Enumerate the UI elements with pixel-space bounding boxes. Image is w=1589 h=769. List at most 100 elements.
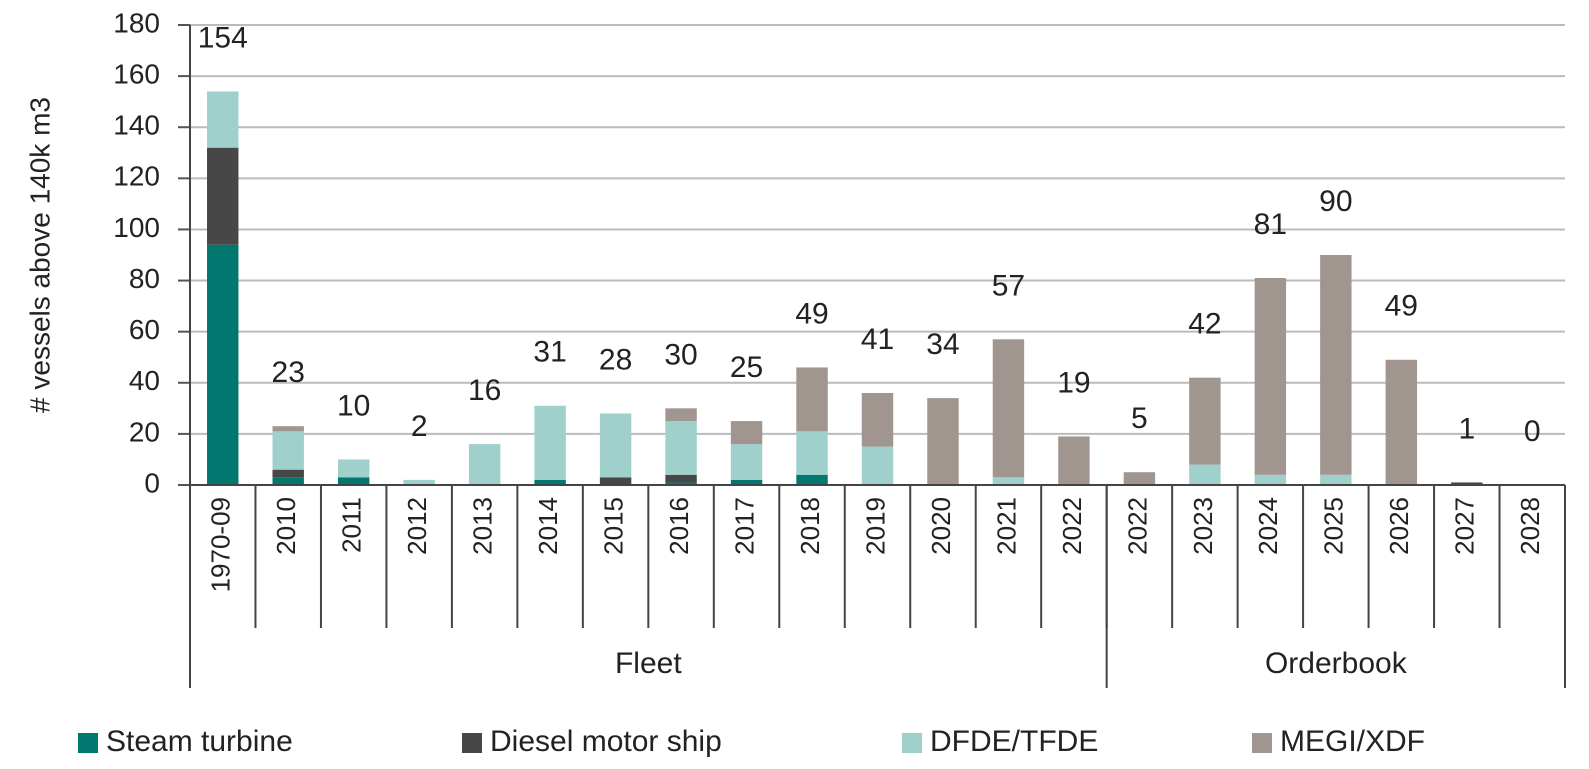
bar-segment [468,444,501,485]
bar-segment [730,479,763,485]
data-label: 28 [599,343,632,376]
x-tick-label: 2025 [1319,497,1349,555]
x-tick-label: 2022 [1057,497,1087,555]
x-tick-label: 2015 [598,497,628,555]
y-axis-label: # vessels above 140k m3 [24,97,55,413]
x-tick-label: 2019 [860,497,890,555]
bar-segment [665,421,697,475]
y-tick-label: 0 [144,467,160,498]
group-label: Orderbook [1265,647,1408,680]
x-tick-label: 2014 [533,497,563,555]
data-label: 154 [198,21,248,54]
data-label: 31 [533,336,566,369]
x-tick-label: 2011 [337,497,367,553]
bar-segment [272,469,304,478]
y-tick-label: 100 [113,212,160,243]
data-label: 30 [664,338,697,371]
x-tick-label: 2024 [1253,497,1283,555]
bar-segment [992,339,1025,478]
x-tick-label: 1970-09 [206,497,236,592]
bar-segment [207,147,239,245]
bar-segment [272,431,304,470]
bar-segment [534,479,566,485]
bar-segment [207,91,239,148]
group-label: Fleet [615,647,682,680]
legend-label: MEGI/XDF [1280,725,1425,758]
bar-segment [337,477,370,485]
bar-segment [337,459,370,478]
bar-segment [534,405,566,480]
bar-segment [796,367,828,432]
data-label: 49 [1385,290,1418,323]
x-tick-label: 2016 [664,497,694,555]
bar-segment [1320,474,1352,485]
x-tick-label: 2017 [729,497,759,555]
legend-label: Diesel motor ship [490,725,722,758]
bar-segment [599,477,632,485]
data-label: 16 [468,374,501,407]
y-tick-label: 60 [129,314,160,345]
bar-segment [1451,482,1483,485]
bar-segment [207,244,239,485]
data-label: 1 [1458,412,1475,445]
data-label: 5 [1131,402,1148,435]
data-label: 25 [730,351,763,384]
data-label: 41 [861,323,894,356]
y-tick-label: 120 [113,161,160,192]
x-tick-label: 2010 [271,497,301,555]
data-label: 57 [992,269,1025,302]
bar-segment [1254,474,1287,485]
data-label: 81 [1254,208,1287,241]
x-tick-label: 2022 [1122,497,1152,555]
legend-label: Steam turbine [106,725,293,758]
x-tick-label: 2026 [1384,497,1414,555]
legend-swatch [1252,733,1272,753]
bar-segment [403,479,435,485]
bar-segment [665,474,697,483]
bar-segment [1254,278,1287,475]
bar-segment [272,477,304,485]
data-label: 42 [1188,308,1221,341]
bar-segment [730,421,763,445]
bar-segment [796,431,828,475]
x-tick-label: 2020 [926,497,956,555]
x-tick-label: 2028 [1515,497,1545,555]
y-tick-label: 20 [129,416,160,447]
x-tick-label: 2012 [402,497,432,555]
bar-segment [861,393,894,447]
data-label: 10 [337,389,370,422]
bar-segment [665,408,697,422]
x-tick-label: 2013 [468,497,498,555]
bar-segment [796,474,828,485]
bar-segment [730,444,763,480]
y-tick-label: 40 [129,365,160,396]
x-tick-label: 2027 [1450,497,1480,555]
legend-swatch [78,733,98,753]
data-label: 0 [1524,415,1541,448]
bar-segment [927,398,959,485]
x-tick-label: 2021 [991,497,1021,555]
bar-segment [1123,472,1156,485]
x-tick-label: 2023 [1188,497,1218,555]
bar-segment [1189,377,1221,465]
data-label: 2 [411,410,428,443]
bar-segment [992,477,1025,485]
bar-segment [599,413,632,478]
y-tick-label: 80 [129,263,160,294]
data-label: 23 [272,356,305,389]
bar-segment [1189,464,1221,485]
bar-segment [1058,436,1090,485]
x-tick-label: 2018 [795,497,825,555]
y-tick-label: 160 [113,59,160,90]
legend-swatch [462,733,482,753]
legend-label: DFDE/TFDE [930,725,1098,758]
bar-segment [861,446,894,485]
y-tick-label: 140 [113,110,160,141]
data-label: 90 [1319,185,1352,218]
bar-segment [1385,359,1418,485]
bar-segment [665,482,697,485]
bar-segment [1320,255,1352,475]
data-label: 34 [926,328,959,361]
data-label: 19 [1057,366,1090,399]
